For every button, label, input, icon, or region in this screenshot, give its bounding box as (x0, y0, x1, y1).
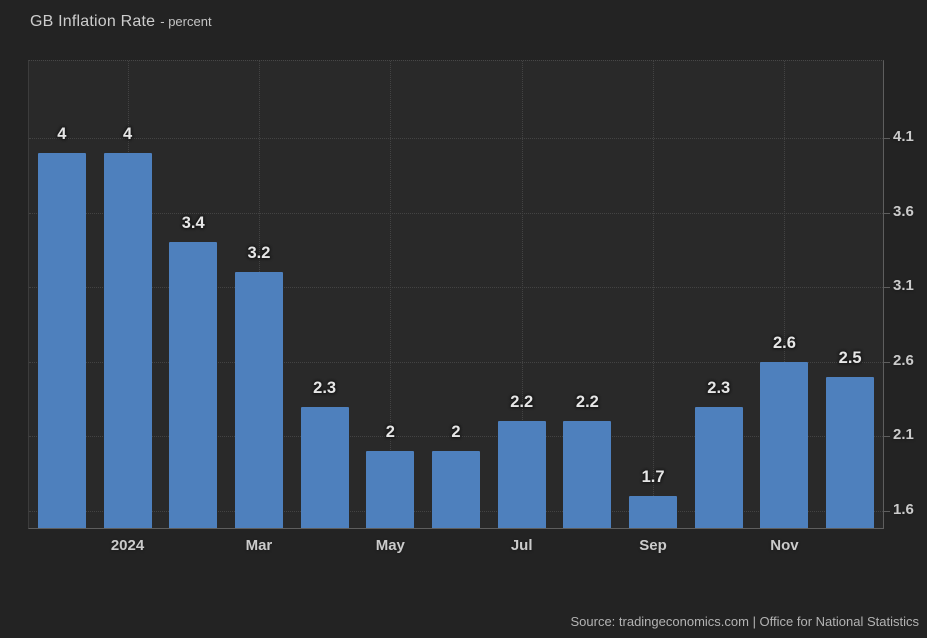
bar[interactable] (37, 152, 86, 528)
plot-area: 4.1 3.6 3.1 2.6 2.1 1.6 2024 Mar May Jul Sep Nov 4 4 3… (28, 60, 914, 554)
chart-title: GB Inflation Rate - percent (30, 13, 212, 31)
y-axis-tick (883, 287, 890, 289)
bar-value-label: 2 (451, 423, 461, 442)
x-axis-label: Jul (510, 537, 533, 554)
y-axis-tick (883, 510, 890, 512)
bar[interactable] (629, 496, 678, 528)
bar-value-label: 2.6 (772, 333, 796, 352)
chart-title-main: GB Inflation Rate (30, 13, 156, 30)
bar-value-label: 2.5 (838, 348, 862, 367)
bar[interactable] (760, 361, 809, 528)
bar-value-label: 2 (385, 423, 395, 442)
y-axis-tick-label: 2.1 (893, 426, 914, 444)
gridline-horizontal (29, 137, 883, 139)
bar-value-label: 3.2 (247, 244, 271, 263)
x-axis-label: Mar (245, 537, 273, 554)
bar-value-label: 4 (57, 124, 67, 143)
x-axis-label: 2024 (110, 537, 145, 554)
bar[interactable] (563, 421, 612, 528)
bar[interactable] (103, 152, 152, 528)
y-axis-tick (883, 436, 890, 438)
y-axis-tick-label: 3.1 (893, 277, 914, 295)
x-axis-label: May (375, 537, 405, 554)
gridline-horizontal (29, 212, 883, 214)
bar[interactable] (694, 406, 743, 528)
gridline-vertical (784, 61, 786, 528)
bar-value-label: 3.4 (181, 214, 205, 233)
y-axis-tick (883, 137, 890, 139)
bar[interactable] (300, 406, 349, 528)
y-axis-tick-label: 1.6 (893, 500, 914, 518)
bar-value-label: 4 (122, 124, 133, 143)
bar-value-label: 1.7 (641, 468, 665, 487)
y-axis-tick-label: 4.1 (893, 127, 914, 145)
gridline-vertical (390, 61, 392, 528)
bar[interactable] (366, 451, 415, 528)
bar-value-label: 2.2 (510, 393, 534, 412)
gridline-vertical (653, 61, 655, 528)
source-attribution: Source: tradingeconomics.com | Office fo… (570, 614, 919, 629)
bar[interactable] (826, 376, 875, 528)
y-axis-tick (883, 361, 890, 363)
y-axis-tick (883, 212, 890, 214)
x-axis-label: Nov (770, 537, 799, 554)
bar[interactable] (497, 421, 546, 528)
gridline-horizontal (29, 287, 883, 289)
bar-value-label: 2.3 (313, 378, 337, 397)
gridline-vertical (521, 61, 523, 528)
chart-title-suffix: - percent (160, 14, 212, 29)
bar-value-label: 2.2 (575, 393, 599, 412)
y-axis-tick-label: 2.6 (893, 351, 914, 369)
x-axis-label: Sep (639, 537, 667, 554)
y-axis-tick-label: 3.6 (893, 202, 914, 220)
gridline-horizontal (29, 436, 883, 438)
bar-value-label: 2.3 (707, 378, 731, 397)
gridline-horizontal (29, 361, 883, 363)
bar[interactable] (432, 451, 480, 528)
bar[interactable] (234, 272, 283, 528)
bar[interactable] (169, 242, 218, 528)
